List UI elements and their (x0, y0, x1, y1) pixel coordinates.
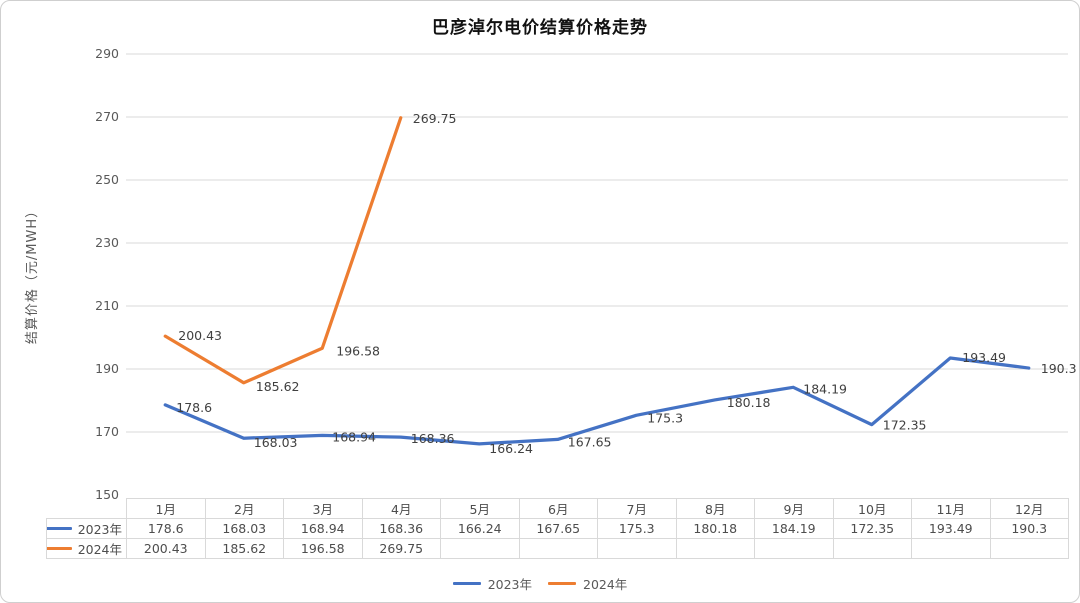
legend-swatch-icon (452, 582, 481, 585)
table-value-cell: 166.24 (440, 518, 520, 539)
table-month-header: 1月 (126, 498, 206, 519)
data-label: 167.65 (568, 434, 612, 449)
table-value-cell: 185.62 (204, 538, 284, 559)
table-value-cell: 269.75 (361, 538, 441, 559)
table-value-cell (754, 538, 834, 559)
table-value-cell (597, 538, 677, 559)
legend-label: 2023年 (487, 577, 532, 592)
legend-item-2023年: 2023年 (452, 574, 532, 593)
y-tick-label: 250 (95, 172, 119, 187)
y-tick-label: 290 (95, 46, 119, 61)
table-value-cell (675, 538, 755, 559)
table-month-header: 2月 (204, 498, 284, 519)
table-series-label: 2024年 (46, 538, 127, 559)
table-value-cell (832, 538, 912, 559)
data-label: 180.18 (727, 395, 771, 410)
data-label: 168.94 (332, 429, 376, 444)
data-label: 193.49 (962, 350, 1006, 365)
table-month-header: 8月 (675, 498, 755, 519)
data-label: 178.6 (176, 400, 212, 415)
y-tick-label: 170 (95, 424, 119, 439)
y-tick-label: 150 (95, 487, 119, 502)
table-corner-cell (47, 499, 127, 519)
series-swatch-icon (47, 527, 72, 530)
table-value-cell: 178.6 (126, 518, 206, 539)
table-month-header: 12月 (989, 498, 1069, 519)
table-value-cell: 200.43 (126, 538, 206, 559)
table-month-header: 10月 (832, 498, 912, 519)
table-month-header: 11月 (911, 498, 991, 519)
table-value-cell: 184.19 (754, 518, 834, 539)
table-month-header: 6月 (518, 498, 598, 519)
table-value-cell: 167.65 (518, 518, 598, 539)
table-value-cell (440, 538, 520, 559)
table-value-cell: 193.49 (911, 518, 991, 539)
data-label: 269.75 (413, 111, 457, 126)
table-month-header: 4月 (361, 498, 441, 519)
data-label: 185.62 (256, 379, 300, 394)
series-line-2024年 (163, 116, 403, 385)
table-month-header: 9月 (754, 498, 834, 519)
data-label: 200.43 (178, 328, 222, 343)
table-value-cell (989, 538, 1069, 559)
table-value-cell: 168.94 (283, 518, 363, 539)
y-tick-label: 210 (95, 298, 119, 313)
table-series-label: 2023年 (46, 518, 127, 539)
data-label: 196.58 (336, 343, 380, 358)
table-value-cell: 180.18 (675, 518, 755, 539)
data-label: 168.03 (254, 435, 298, 450)
data-label: 184.19 (803, 381, 847, 396)
legend-item-2024年: 2024年 (548, 574, 627, 593)
table-value-cell: 172.35 (832, 518, 912, 539)
table-month-header: 7月 (597, 498, 677, 519)
series-swatch-icon (47, 547, 72, 550)
table-value-cell: 168.03 (204, 518, 284, 539)
table-value-cell (518, 538, 598, 559)
y-tick-label: 270 (95, 109, 119, 124)
data-label: 190.3 (1041, 361, 1077, 376)
legend-label: 2024年 (583, 577, 628, 592)
y-tick-label: 190 (95, 361, 119, 376)
legend-swatch-icon (548, 582, 576, 585)
table-row: 2024年 200.43 185.62 196.58 269.75 (46, 538, 1069, 559)
table-month-header: 5月 (440, 498, 520, 519)
chart-title: 巴彦淖尔电价结算价格走势 (432, 18, 648, 38)
chart-legend: 2023年 2024年 (1, 574, 1079, 593)
table-month-header: 3月 (283, 498, 363, 519)
data-label: 166.24 (489, 441, 533, 456)
data-table: 1月 2月 3月 4月 5月 6月 7月 8月 9月 10月 11月 12月 2023年 178.6 168… (46, 498, 1069, 559)
data-label: 175.3 (647, 410, 683, 425)
data-label: 172.35 (883, 418, 927, 433)
series-name: 2024年 (77, 542, 122, 557)
table-value-cell (911, 538, 991, 559)
series-line-2023年 (163, 356, 1031, 446)
data-label: 168.36 (411, 431, 455, 446)
y-tick-label: 230 (95, 235, 119, 250)
table-value-cell: 190.3 (989, 518, 1069, 539)
table-value-cell: 196.58 (283, 538, 363, 559)
table-value-cell: 175.3 (597, 518, 677, 539)
series-name: 2023年 (77, 522, 122, 537)
table-row: 2023年 178.6 168.03 168.94 168.36 166.24 167.65… (46, 518, 1069, 539)
table-value-cell: 168.36 (361, 518, 441, 539)
